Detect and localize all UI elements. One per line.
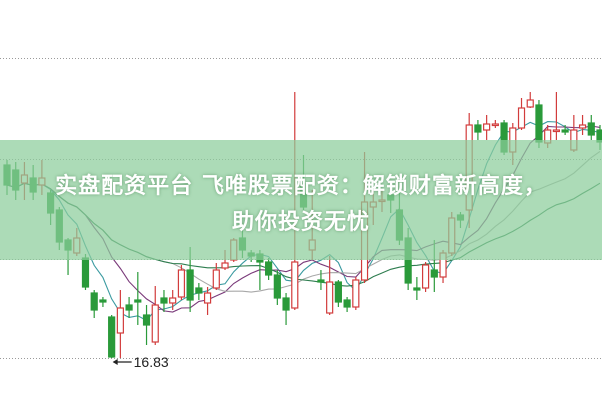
candle-body — [430, 269, 438, 278]
candle — [552, 92, 560, 140]
candle-body — [561, 129, 569, 133]
candle-body — [186, 269, 194, 301]
candle — [587, 115, 595, 140]
candle-body — [517, 107, 526, 129]
candle-body — [169, 297, 177, 304]
candle-body — [552, 129, 560, 133]
candle — [413, 277, 421, 300]
candle-body — [326, 281, 334, 314]
candle-body — [282, 297, 290, 311]
candle — [334, 280, 342, 307]
candle-body — [134, 299, 142, 303]
candle — [212, 263, 220, 290]
candle-body — [273, 274, 281, 299]
candle — [116, 290, 124, 358]
candle — [474, 120, 482, 140]
candle — [526, 92, 534, 108]
candle-body — [151, 304, 159, 343]
candle — [160, 290, 168, 312]
candle-body — [343, 299, 351, 308]
candle — [578, 115, 587, 135]
candle-body — [291, 261, 299, 309]
candle-body — [535, 104, 543, 143]
low-price-label: 16.83 — [134, 354, 169, 370]
candle — [421, 262, 430, 292]
candle-body — [317, 279, 325, 283]
candle — [108, 315, 116, 358]
candle-body — [116, 307, 124, 334]
promo-banner: 实盘配资平台 飞唯股票配资：解锁财富新高度， 助你投资无忧 — [0, 140, 602, 260]
candle-body — [491, 123, 499, 127]
candle-body — [90, 292, 98, 311]
candle — [134, 272, 142, 325]
candle — [352, 277, 360, 310]
candle — [343, 297, 351, 312]
candle-body — [177, 269, 186, 298]
candle-body — [81, 257, 90, 288]
candle-body — [526, 99, 534, 108]
candle — [169, 290, 177, 310]
candle-body — [195, 287, 203, 294]
candle — [326, 256, 334, 315]
candle — [317, 270, 325, 290]
candle — [90, 290, 98, 318]
candle — [265, 258, 273, 280]
candle — [282, 293, 290, 325]
banner-line-2: 助你投资无忧 — [231, 210, 370, 235]
candle-body — [142, 314, 151, 326]
candle-body — [474, 124, 482, 133]
candle-body — [212, 269, 220, 289]
candle — [491, 120, 499, 128]
candle-body — [483, 123, 491, 131]
candle — [203, 287, 212, 315]
candle — [561, 125, 569, 135]
candle-body — [108, 316, 116, 358]
candle-body — [160, 297, 168, 304]
candle-body — [413, 287, 421, 291]
candle-body — [421, 264, 430, 289]
candle-body — [334, 281, 342, 303]
candle-body — [203, 292, 212, 304]
banner-line-1: 实盘配资平台 飞唯股票配资：解锁财富新高度， — [55, 174, 547, 199]
candle-body — [265, 261, 273, 276]
candle-body — [99, 299, 107, 303]
candle — [142, 305, 151, 345]
candle — [273, 270, 281, 305]
candle — [195, 283, 203, 300]
candle-body — [352, 279, 360, 308]
candle — [483, 115, 491, 140]
candle — [177, 265, 186, 300]
candle — [125, 297, 133, 318]
candle — [99, 297, 107, 307]
candle — [151, 286, 159, 345]
candle — [517, 98, 526, 130]
candle-body — [125, 304, 133, 311]
candle-body — [221, 262, 229, 269]
candle-body — [587, 122, 595, 136]
arrow-head-icon — [112, 359, 118, 365]
low-price-marker: 16.83 — [112, 354, 169, 370]
candle-body — [578, 124, 587, 129]
